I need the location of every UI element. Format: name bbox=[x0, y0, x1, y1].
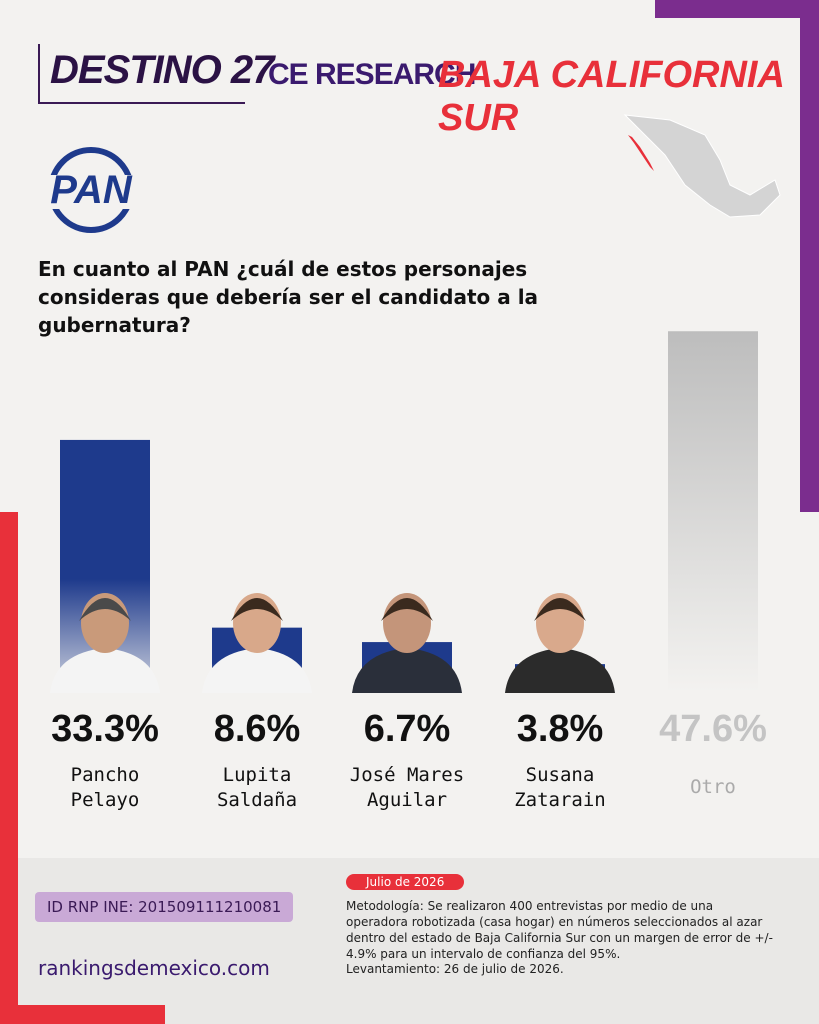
map bbox=[623, 114, 781, 218]
value-label: 33.3% bbox=[51, 708, 159, 750]
mexico-shape bbox=[623, 114, 781, 218]
purple-strip bbox=[800, 0, 819, 512]
logo-gap bbox=[36, 175, 146, 209]
bar bbox=[668, 331, 758, 693]
website: rankingsdemexico.com bbox=[38, 956, 270, 980]
date: Julio de 2026 bbox=[346, 874, 465, 890]
region: BAJA CALIFORNIA SUR bbox=[438, 54, 784, 139]
bcs-shape bbox=[628, 135, 654, 171]
portrait-body bbox=[505, 648, 615, 693]
registry: ID RNP INE: 201509111210081 bbox=[35, 892, 294, 922]
portrait-body bbox=[50, 648, 160, 693]
fieldwork: Levantamiento: 26 de julio de 2026. bbox=[346, 962, 564, 976]
methodology: Metodología: Se realizaron 400 entrevist… bbox=[346, 899, 773, 961]
party-name: PAN bbox=[50, 168, 133, 212]
category-label: Lupita Saldaña bbox=[216, 764, 298, 811]
portrait-body bbox=[202, 648, 312, 693]
partner: CE RESEARCH bbox=[268, 58, 476, 91]
brand: DESTINO 27 bbox=[50, 48, 274, 92]
category-label: Otro bbox=[690, 776, 736, 798]
portrait-hair bbox=[79, 598, 131, 621]
brand-box bbox=[38, 44, 245, 104]
category-label: José Mares Aguilar bbox=[349, 764, 465, 811]
portrait-hair bbox=[381, 598, 433, 621]
portrait-hair bbox=[231, 598, 283, 621]
category-label: Pancho Pelayo bbox=[70, 764, 140, 811]
category-label: Susana Zatarain bbox=[514, 764, 606, 811]
value-label: 47.6% bbox=[659, 708, 767, 750]
red-bottom bbox=[0, 1005, 165, 1024]
chart-title: En cuanto al PAN ¿cuál de estos personaj… bbox=[38, 257, 539, 337]
party-logo: PAN bbox=[36, 147, 146, 233]
portrait-hair bbox=[534, 598, 586, 621]
portrait-body bbox=[352, 648, 462, 693]
red-strip bbox=[0, 512, 18, 1024]
value-label: 8.6% bbox=[213, 708, 301, 750]
purple-band bbox=[655, 0, 819, 18]
chart bbox=[50, 331, 758, 693]
value-label: 3.8% bbox=[516, 708, 604, 750]
value-label: 6.7% bbox=[363, 708, 451, 750]
